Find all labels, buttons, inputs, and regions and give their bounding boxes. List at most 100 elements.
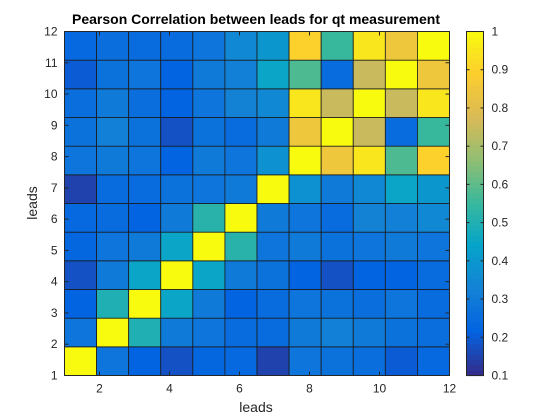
colorbar-segment [466, 284, 484, 291]
colorbar-segment [466, 273, 484, 280]
colorbar-segment [466, 58, 484, 65]
colorbar-segment [466, 69, 484, 76]
heatmap-cell [256, 289, 290, 319]
heatmap-cell [256, 203, 290, 233]
x-tick-label: 6 [236, 382, 243, 396]
colorbar-segment [466, 262, 484, 269]
heatmap-cell [224, 346, 258, 376]
heatmap-cell [128, 59, 162, 90]
heatmap-cell [288, 203, 322, 233]
colorbar-segment [466, 235, 484, 242]
colorbar-segment [466, 364, 484, 371]
heatmap-cell [128, 231, 162, 262]
heatmap-cell [256, 260, 290, 290]
heatmap-cell [352, 346, 386, 376]
heatmap-cell [417, 145, 450, 176]
heatmap-cell [417, 117, 450, 147]
heatmap-cell [288, 317, 322, 348]
heatmap-cell [192, 260, 226, 290]
heatmap-cell [288, 289, 322, 319]
heatmap-cell [320, 174, 354, 204]
heatmap-cell [288, 174, 322, 204]
heatmap-cell [160, 260, 194, 290]
colorbar-segment [466, 321, 484, 328]
colorbar-segment [466, 268, 484, 274]
colorbar-segment [466, 305, 484, 312]
heatmap-cell [320, 231, 354, 262]
colorbar-tick-label: 0.1 [492, 369, 509, 383]
heatmap-cell [64, 317, 97, 348]
colorbar-segment [466, 187, 484, 194]
heatmap-cell [96, 174, 130, 204]
heatmap-cell [288, 88, 322, 118]
heatmap-cell [288, 260, 322, 290]
heatmap-cell [288, 117, 322, 147]
heatmap-cell [384, 317, 418, 348]
heatmap-cell [64, 88, 97, 118]
heatmap-cell [160, 231, 194, 262]
heatmap-cell [96, 59, 130, 90]
heatmap-cell [384, 174, 418, 204]
colorbar-segment [466, 214, 484, 221]
heatmap-cell [192, 174, 226, 204]
heatmap-cell [352, 88, 386, 118]
colorbar-segment [466, 370, 484, 377]
colorbar-segment [466, 225, 484, 231]
x-tick-label: 4 [166, 382, 173, 396]
heatmap-cell [320, 117, 354, 147]
colorbar-segment [466, 139, 484, 145]
heatmap-cell [256, 346, 290, 376]
colorbar-segment [466, 160, 484, 167]
heatmap-cell [417, 289, 450, 319]
heatmap-cell [96, 231, 130, 262]
heatmap-cell [192, 31, 226, 61]
heatmap-cell [128, 317, 162, 348]
heatmap-cell [128, 346, 162, 376]
colorbar-segment [466, 176, 484, 183]
colorbar-tick-label: 0.9 [492, 63, 509, 77]
heatmap-cell [192, 231, 226, 262]
heatmap-cell [417, 88, 450, 118]
colorbar-segment [466, 359, 484, 366]
chart-title: Pearson Correlation between leads for qt… [72, 11, 440, 27]
heatmap-cell [224, 203, 258, 233]
heatmap-cell [384, 289, 418, 319]
colorbar-segment [466, 316, 484, 323]
heatmap-cell [417, 231, 450, 262]
heatmap-cell [256, 174, 290, 204]
heatmap-cell [128, 260, 162, 290]
heatmap-cell [128, 289, 162, 319]
colorbar-segment [466, 42, 484, 49]
heatmap-cell [192, 59, 226, 90]
colorbar-tick-label: 1 [492, 25, 499, 39]
heatmap-cell [160, 174, 194, 204]
heatmap-cell [64, 203, 97, 233]
colorbar-segment [466, 230, 484, 237]
heatmap-cell [96, 203, 130, 233]
heatmap-cell [96, 145, 130, 176]
heatmap-cell [256, 88, 290, 118]
heatmap-cell [160, 317, 194, 348]
colorbar-tick-label: 0.6 [492, 177, 509, 191]
y-tick-label: 5 [51, 243, 58, 257]
colorbar-frame [466, 31, 484, 376]
colorbar-segment [466, 165, 484, 172]
colorbar-segment [466, 343, 484, 350]
colorbar-segment [466, 354, 484, 360]
heatmap-cell [384, 203, 418, 233]
heatmap-cell [320, 260, 354, 290]
heatmap-cells [64, 31, 450, 376]
heatmap-cell [256, 317, 290, 348]
heatmap-cell [128, 31, 162, 61]
heatmap-cell [160, 59, 194, 90]
colorbar-segment [466, 219, 484, 226]
heatmap-cell [128, 145, 162, 176]
heatmap-cell [417, 260, 450, 290]
heatmap-cell [320, 346, 354, 376]
heatmap-cell [192, 346, 226, 376]
heatmap-cell [384, 346, 418, 376]
heatmap-cell [64, 174, 97, 204]
heatmap-cell [96, 31, 130, 61]
y-tick-label: 11 [45, 56, 58, 70]
